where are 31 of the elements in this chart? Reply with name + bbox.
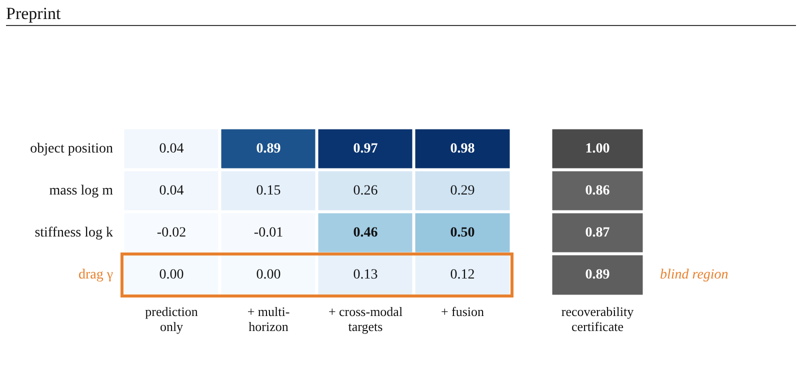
x-tick-label: recoverability certificate [561, 304, 634, 334]
x-tick-label: + multi- horizon [247, 304, 290, 334]
data-label: 0.86 [585, 184, 610, 198]
data-label: 0.15 [256, 184, 281, 198]
data-label: 0.87 [585, 226, 610, 240]
data-label: 0.97 [353, 142, 378, 156]
data-label: 0.89 [256, 142, 281, 156]
data-label: 0.00 [159, 268, 184, 282]
y-tick-label: drag γ [78, 268, 113, 282]
data-label: 0.13 [353, 268, 378, 282]
data-label: 0.50 [450, 226, 475, 240]
data-label: 0.89 [585, 268, 610, 282]
data-label: 0.46 [353, 226, 378, 240]
data-label: 0.00 [256, 268, 281, 282]
x-tick-label: prediction only [145, 304, 198, 334]
data-label: 0.98 [450, 142, 475, 156]
data-label: 1.00 [585, 142, 610, 156]
data-label: -0.01 [254, 226, 284, 240]
text: blind region [660, 268, 728, 282]
y-tick-label: mass log m [49, 184, 114, 198]
y-tick-label: stiffness log k [34, 226, 113, 240]
x-tick-label: + fusion [440, 304, 485, 319]
y-tick-label: object position [30, 142, 113, 156]
data-label: 0.29 [450, 184, 475, 198]
text: Preprint [6, 4, 796, 26]
x-tick-label: + cross-modal targets [328, 304, 403, 334]
data-label: 0.26 [353, 184, 378, 198]
data-label: -0.02 [156, 226, 186, 240]
data-label: 0.04 [159, 184, 184, 198]
data-label: 0.12 [450, 268, 475, 282]
data-label: 0.04 [159, 142, 184, 156]
